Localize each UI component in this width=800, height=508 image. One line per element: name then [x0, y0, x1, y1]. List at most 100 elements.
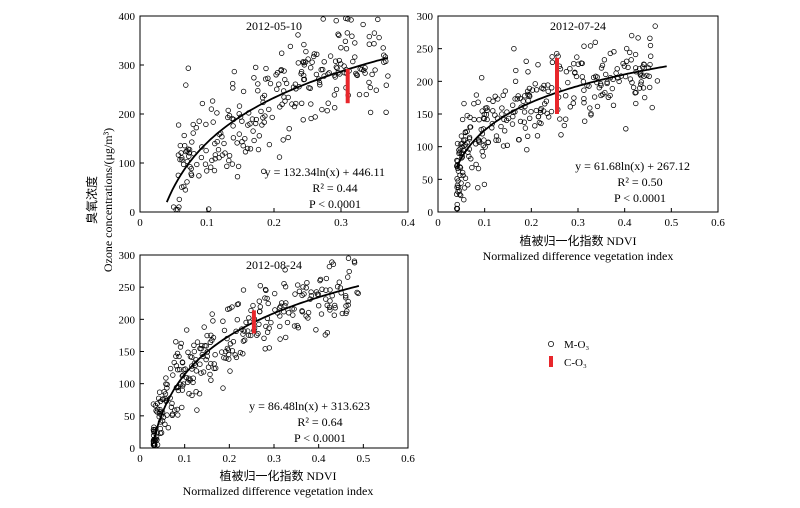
m-o3-point [326, 304, 333, 310]
m-o3-point [262, 113, 268, 119]
m-o3-point [454, 140, 461, 147]
m-o3-point [346, 268, 352, 275]
m-o3-point [301, 41, 307, 48]
m-o3-point [256, 298, 262, 304]
m-o3-point [282, 284, 289, 290]
m-o3-point [367, 84, 373, 91]
m-o3-point [198, 154, 205, 161]
m-o3-point [167, 365, 174, 372]
m-o3-point [317, 276, 324, 283]
m-o3-point [199, 100, 206, 107]
m-o3-point [363, 91, 369, 98]
m-o3-point [467, 124, 473, 130]
m-o3-point [177, 156, 183, 163]
m-o3-point [324, 330, 330, 336]
x-tick-label: 0 [137, 217, 143, 229]
m-o3-point [319, 106, 325, 113]
m-o3-point [191, 360, 198, 366]
m-o3-point [232, 352, 238, 358]
panel-2012-08-24: 0 0.1 0.2 0.3 0.4 0.5 0.6 0 50 100 150 200 250 300 201… [119, 250, 416, 465]
m-o3-point [532, 123, 538, 129]
m-o3-point [283, 300, 289, 306]
m-o3-point [332, 305, 338, 311]
m-o3-point [469, 164, 475, 171]
y-tick-label: 150 [119, 347, 136, 359]
m-o3-point [500, 143, 507, 149]
m-o3-point [193, 389, 199, 395]
m-o3-point [308, 289, 314, 295]
m-o3-point [587, 105, 593, 111]
m-o3-point [248, 332, 254, 339]
m-o3-point [623, 58, 630, 64]
m-o3-point [225, 347, 232, 353]
m-o3-point [262, 346, 268, 352]
m-o3-point [262, 295, 268, 301]
m-o3-point [282, 302, 288, 309]
m-o3-point [239, 139, 245, 145]
m-o3-point [642, 94, 648, 101]
m-o3-point [189, 139, 195, 145]
m-o3-point [335, 31, 341, 37]
m-o3-point [350, 58, 356, 65]
m-o3-point [220, 318, 226, 324]
m-o3-point [164, 412, 170, 418]
m-o3-point [500, 92, 506, 98]
m-o3-point [300, 117, 306, 123]
m-o3-point [464, 128, 470, 135]
m-o3-point [230, 135, 237, 141]
m-o3-point [221, 355, 227, 361]
m-o3-point [525, 69, 531, 75]
m-o3-point [204, 349, 210, 355]
m-o3-point [191, 348, 197, 355]
m-o3-point [219, 152, 226, 158]
m-o3-point [157, 430, 164, 436]
m-o3-point [263, 323, 269, 330]
m-o3-point [191, 342, 197, 348]
m-o3-point [482, 144, 488, 150]
m-o3-point [630, 84, 637, 91]
m-o3-point [637, 85, 643, 91]
m-o3-point [354, 289, 360, 296]
x-tick-label: 0.2 [267, 217, 281, 229]
m-o3-point [253, 120, 259, 127]
m-o3-point [563, 116, 569, 122]
m-o3-point [641, 62, 647, 68]
m-o3-point [266, 106, 272, 113]
x-tick-label: 0.3 [267, 453, 281, 465]
x-tick-label: 0.5 [356, 453, 370, 465]
m-o3-point [575, 61, 581, 67]
m-o3-point [240, 287, 247, 293]
m-o3-point [282, 98, 288, 104]
x-tick-label: 0.4 [312, 453, 326, 465]
m-o3-point [539, 85, 545, 91]
m-o3-point [490, 108, 496, 114]
m-o3-point [300, 284, 306, 290]
m-o3-point [178, 150, 184, 156]
m-o3-point [198, 370, 204, 376]
m-o3-point [283, 334, 289, 341]
m-o3-point [209, 98, 216, 104]
m-o3-point [226, 157, 232, 164]
m-o3-point [344, 30, 350, 36]
m-o3-point [461, 100, 467, 107]
m-o3-point [621, 63, 628, 69]
m-o3-point [333, 86, 340, 93]
m-o3-point [467, 114, 473, 121]
m-o3-point [169, 411, 176, 417]
m-o3-point [296, 288, 303, 294]
m-o3-point [520, 98, 526, 104]
m-o3-point [179, 383, 186, 389]
m-o3-point [308, 293, 315, 299]
m-o3-point [263, 287, 269, 293]
y-tick-label: 0 [130, 443, 136, 455]
m-o3-point [638, 73, 644, 79]
m-o3-point [351, 260, 358, 266]
m-o3-point [173, 339, 179, 345]
m-o3-point [184, 327, 190, 333]
m-o3-point [594, 74, 600, 80]
m-o3-point [173, 353, 179, 359]
m-o3-point [196, 118, 202, 124]
m-o3-point [554, 50, 560, 57]
m-o3-point [475, 165, 482, 172]
m-o3-point [251, 75, 257, 81]
